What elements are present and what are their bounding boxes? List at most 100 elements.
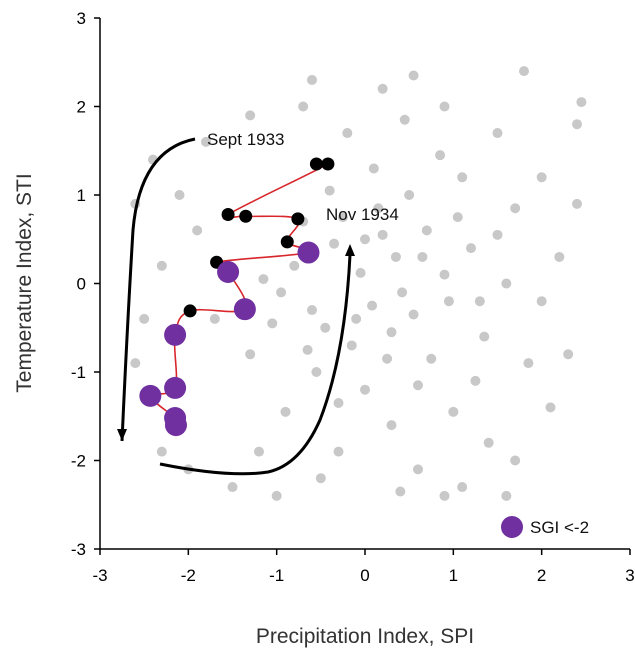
drought-month-point (321, 157, 335, 171)
drought-month-point (291, 212, 305, 226)
background-point (397, 287, 408, 298)
background-point (386, 327, 397, 338)
sgi-low-point (217, 260, 240, 283)
background-point (307, 74, 317, 85)
background-point (479, 331, 490, 342)
background-point (333, 397, 344, 408)
sgi-low-point (164, 323, 187, 346)
background-point (360, 234, 370, 245)
background-point (399, 114, 410, 125)
x-tick-label: 0 (360, 566, 369, 585)
background-point (377, 83, 388, 94)
tick-labels: -3 -2 -1 0 1 2 3 -3 -2 -1 0 1 2 3 (71, 9, 635, 585)
trajectory-arrows (117, 137, 355, 476)
x-tick-label: 3 (625, 566, 634, 585)
descending-arrow (120, 137, 196, 442)
y-tick-label: 1 (77, 186, 86, 205)
sgi-low-point (297, 241, 320, 264)
background-point (457, 172, 468, 183)
background-point (373, 203, 384, 214)
background-point (448, 406, 459, 417)
background-point (156, 446, 167, 457)
background-point (545, 402, 556, 413)
background-point (390, 251, 401, 262)
background-point (307, 305, 317, 316)
background-point (492, 128, 503, 139)
background-point (346, 340, 357, 351)
background-point (413, 380, 423, 391)
background-point (501, 490, 512, 501)
background-point (254, 446, 264, 457)
background-point (289, 260, 300, 271)
background-point (576, 97, 587, 108)
background-point (439, 101, 450, 112)
background-point (404, 190, 415, 200)
y-tick-label: 2 (77, 98, 86, 117)
background-point (519, 66, 529, 77)
background-point (382, 353, 393, 364)
background-point (443, 296, 454, 307)
sgi-low-point (233, 298, 256, 321)
background-point (421, 225, 432, 236)
background-point (315, 473, 326, 484)
annotation-sept-1933: Sept 1933 (207, 130, 285, 149)
y-tick-label: -1 (71, 363, 86, 382)
y-axis-title: Temperature Index, STI (13, 173, 36, 392)
background-point (351, 313, 362, 324)
x-axis-title: Precipitation Index, SPI (256, 625, 474, 648)
background-point (554, 251, 565, 262)
background-point (474, 296, 485, 307)
axes (99, 18, 630, 550)
background-point (337, 212, 348, 223)
drought-month-point (280, 235, 294, 249)
background-point (501, 278, 512, 289)
background-point (192, 225, 203, 236)
background-point (367, 300, 378, 311)
descending-arrowhead (117, 429, 127, 441)
background-point (302, 344, 313, 355)
background-points (130, 66, 587, 501)
x-tick-label: -2 (181, 566, 196, 585)
background-point (510, 203, 521, 214)
background-point (298, 101, 309, 112)
background-point (329, 238, 340, 249)
drought-month-point (239, 209, 253, 223)
background-point (523, 358, 534, 369)
background-point (227, 482, 238, 493)
annotation-nov-1934: Nov 1934 (326, 205, 399, 224)
background-point (174, 190, 185, 200)
ascending-arrow (159, 254, 352, 476)
background-point (342, 128, 353, 139)
background-point (572, 198, 582, 209)
background-point (457, 482, 468, 493)
background-point (395, 486, 406, 497)
background-point (492, 229, 503, 240)
x-tick-label: 1 (449, 566, 458, 585)
background-point (280, 406, 291, 417)
x-tick-label: -1 (269, 566, 284, 585)
background-point (271, 490, 282, 501)
background-point (536, 296, 547, 307)
sgi-low-point (164, 376, 187, 399)
background-point (130, 358, 141, 369)
background-point (470, 375, 481, 386)
background-point (333, 446, 344, 457)
drought-month-point (309, 157, 323, 171)
y-tick-label: -2 (71, 452, 86, 471)
background-point (466, 243, 476, 254)
background-point (408, 70, 419, 81)
legend-marker (501, 516, 523, 538)
y-tick-label: 3 (77, 9, 86, 28)
background-point (417, 251, 428, 262)
background-point (267, 318, 278, 329)
background-point (245, 110, 256, 121)
background-point (435, 150, 446, 161)
background-point (139, 313, 150, 324)
background-point (408, 309, 419, 320)
background-point (368, 163, 379, 174)
background-point (483, 437, 494, 448)
legend-label: SGI <-2 (530, 518, 589, 537)
background-point (452, 212, 463, 223)
x-tick-label: 2 (537, 566, 546, 585)
